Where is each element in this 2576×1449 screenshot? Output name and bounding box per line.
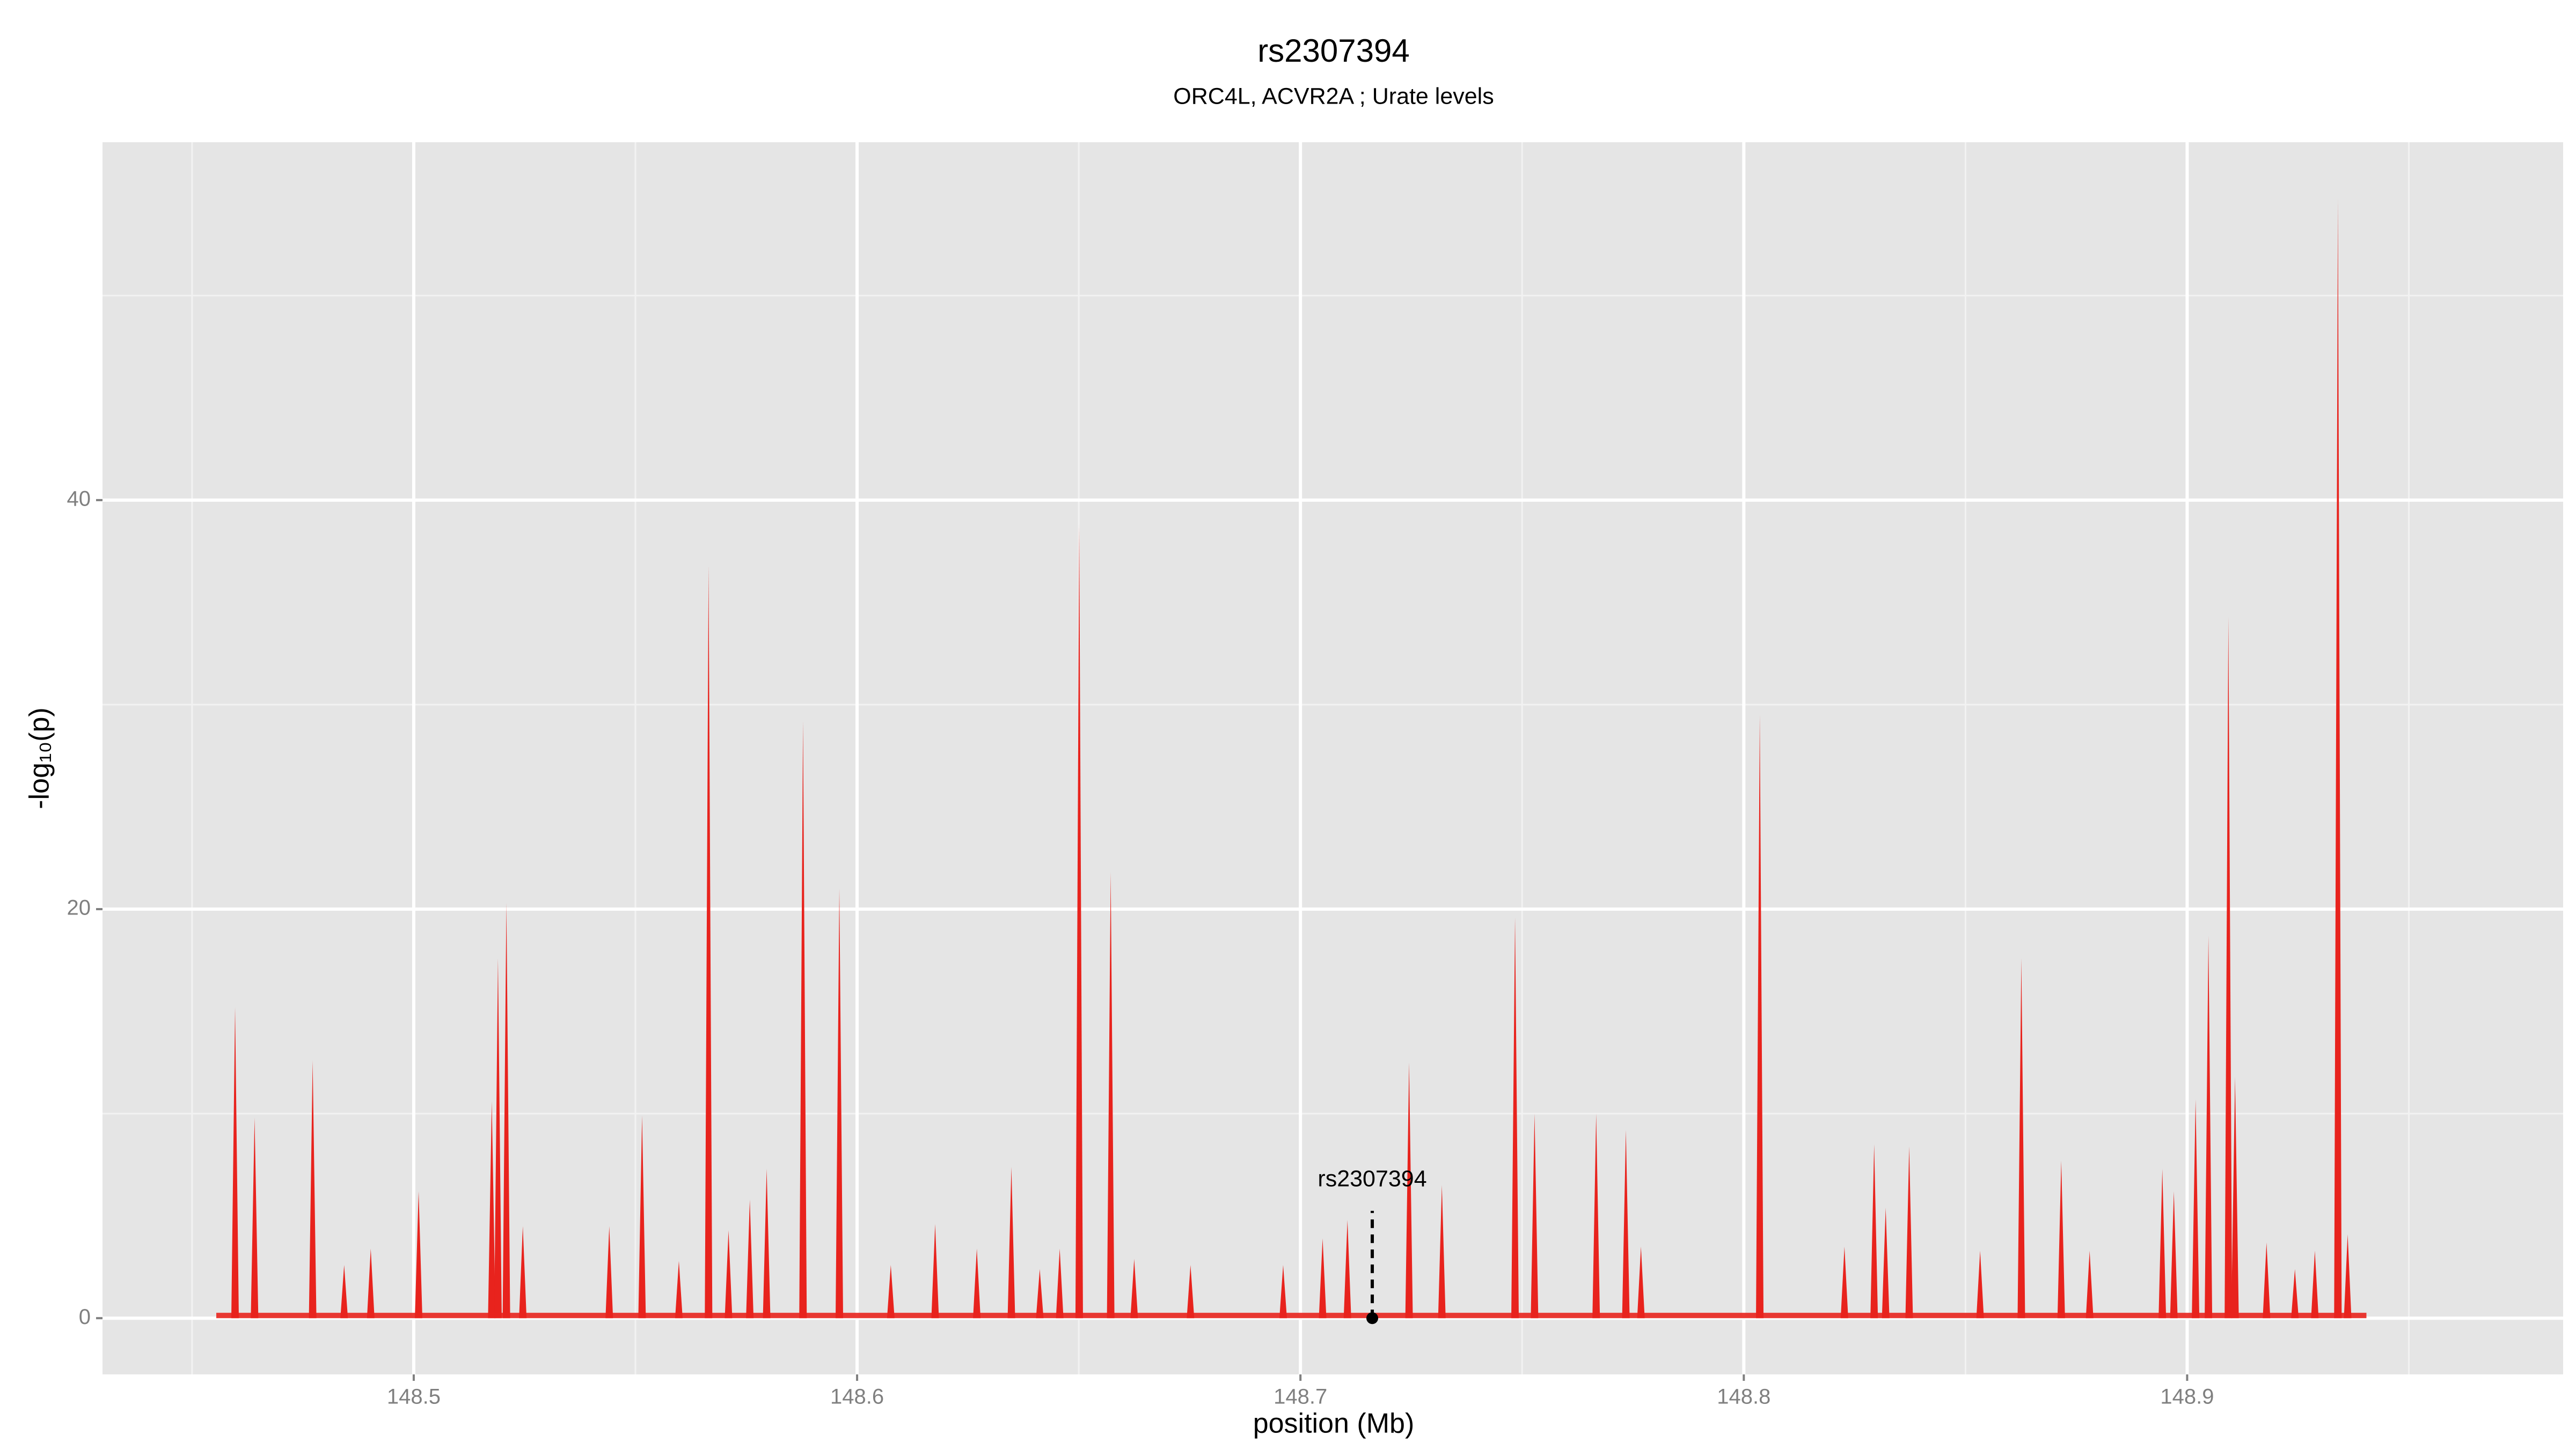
y-tick-label: 20 <box>67 896 91 920</box>
spike <box>2057 1160 2065 1319</box>
spike <box>502 903 510 1319</box>
chart-subtitle: ORC4L, ACVR2A ; Urate levels <box>1173 83 1494 109</box>
spike <box>973 1248 981 1319</box>
spike <box>2263 1242 2271 1319</box>
baseline-band <box>216 1313 2367 1319</box>
spike <box>2170 1191 2178 1319</box>
spike <box>799 721 807 1319</box>
x-tick-label: 148.6 <box>830 1385 884 1409</box>
spike <box>2334 199 2342 1319</box>
spike <box>1130 1258 1138 1319</box>
spike <box>519 1226 527 1319</box>
spike <box>1007 1167 1015 1319</box>
spike <box>724 1230 733 1319</box>
spike <box>367 1248 375 1319</box>
spike <box>1592 1114 1600 1319</box>
plot-panel <box>103 142 2563 1374</box>
spike <box>1511 917 1519 1319</box>
spike <box>887 1265 895 1319</box>
spike <box>836 888 844 1319</box>
spike <box>1279 1265 1287 1319</box>
spike <box>2231 1077 2239 1319</box>
annotation-label: rs2307394 <box>1318 1166 1426 1192</box>
spike <box>494 958 502 1319</box>
spike <box>2205 935 2213 1319</box>
spike <box>340 1265 348 1319</box>
spike <box>705 565 713 1319</box>
spike <box>1905 1146 1913 1319</box>
spike <box>1187 1265 1195 1319</box>
annotation-point <box>1366 1312 1379 1324</box>
spike <box>2224 617 2233 1319</box>
spike <box>931 1224 939 1319</box>
y-axis-label: -log₁₀(p) <box>24 707 55 809</box>
spike <box>1319 1238 1327 1319</box>
x-tick-label: 148.9 <box>2160 1385 2214 1409</box>
x-tick-label: 148.5 <box>387 1385 441 1409</box>
spike <box>2085 1250 2094 1319</box>
x-axis-label: position (Mb) <box>1253 1408 1415 1439</box>
spike <box>1405 1062 1413 1319</box>
spike <box>2344 1234 2352 1319</box>
spike <box>2017 958 2025 1319</box>
spike <box>309 1060 317 1319</box>
spike <box>231 1007 239 1319</box>
spike <box>638 1115 646 1319</box>
x-tick-label: 148.8 <box>1717 1385 1770 1409</box>
spike <box>1107 872 1115 1319</box>
spike <box>1840 1246 1848 1319</box>
spike <box>605 1226 613 1319</box>
spike <box>1036 1269 1044 1319</box>
spike <box>1756 715 1764 1319</box>
spike <box>2158 1169 2167 1319</box>
spike <box>2291 1269 2299 1319</box>
spike <box>1637 1246 1645 1319</box>
spike <box>251 1117 259 1319</box>
spike <box>1622 1130 1630 1319</box>
spike <box>746 1199 754 1319</box>
chart-title: rs2307394 <box>1257 33 1410 69</box>
spike <box>1976 1250 1984 1319</box>
y-tick-label: 40 <box>67 487 91 510</box>
spike <box>1870 1144 1878 1319</box>
x-tick-label: 148.7 <box>1274 1385 1327 1409</box>
spike <box>2192 1099 2200 1319</box>
spike <box>2311 1250 2319 1319</box>
y-tick-label: 0 <box>79 1305 91 1329</box>
marks <box>216 199 2367 1319</box>
spike <box>1531 1114 1539 1319</box>
spike <box>675 1261 683 1319</box>
spike <box>488 1101 496 1319</box>
spike <box>1438 1185 1446 1319</box>
spike <box>763 1169 771 1319</box>
spike <box>1056 1248 1064 1319</box>
spike <box>1882 1208 1890 1319</box>
spike <box>1075 524 1083 1319</box>
spike <box>1343 1220 1351 1319</box>
spike <box>415 1191 423 1319</box>
